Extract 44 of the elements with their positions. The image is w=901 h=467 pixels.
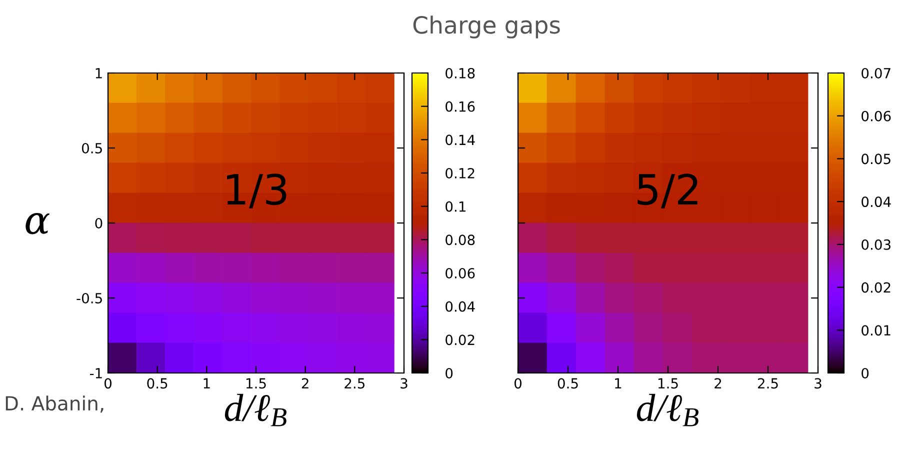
x-axis-title: d/ℓ$_{B}$ [224, 394, 287, 426]
x-tick-label: 2 [302, 378, 308, 388]
color-bar-label: 0.18 [446, 68, 475, 78]
annotation: 5/2 [638, 174, 698, 208]
color-bar-label: 0.06 [862, 110, 891, 122]
color-bar-label: 0 [862, 368, 869, 378]
x-tick-label: 1 [204, 378, 210, 388]
x-axis-title: d/ℓ$_{B}$ [636, 394, 699, 426]
color-bar-label: 0.08 [446, 234, 475, 246]
y-tick-label: -1 [90, 368, 102, 378]
color-bar-label: 0.05 [862, 154, 890, 164]
x-tick-label: 0.5 [558, 378, 578, 389]
color-bar-label: 0.1 [446, 201, 466, 212]
text: D. Abanin, [6, 396, 104, 413]
x-tick-label: 2.5 [758, 378, 778, 389]
color-bar-label: 0 [446, 368, 453, 378]
x-tick-label: 3 [400, 378, 408, 389]
color-bar-label: 0.14 [446, 134, 475, 146]
color-bar-label: 0.04 [446, 301, 475, 312]
color-bar-label: 0.01 [862, 325, 890, 336]
x-tick-label: 1 [615, 378, 622, 388]
color-bar-label: 0.07 [862, 68, 890, 78]
color-bar-label: 0.04 [862, 196, 891, 208]
color-bar-label: 0.06 [446, 268, 475, 278]
x-tick-label: 0 [104, 378, 112, 389]
x-tick-label: 0.5 [147, 378, 168, 389]
annotation: 1/3 [227, 174, 286, 208]
y-tick-label: -0.5 [76, 292, 102, 304]
color-bar-label: 0.12 [446, 168, 474, 178]
y-tick-label: 0.5 [82, 142, 102, 154]
color-bar-label: 0.03 [862, 239, 890, 250]
color-bar-label: 0.02 [862, 282, 890, 293]
x-tick-label: 3 [814, 378, 822, 389]
x-tick-label: 2.5 [344, 378, 364, 389]
x-tick-label: 2 [714, 378, 722, 388]
y-tick-label: 0 [95, 218, 102, 228]
y-tick-label: 1 [96, 68, 102, 78]
x-tick-label: 1.5 [246, 378, 266, 389]
x-tick-label: 1.5 [658, 378, 678, 389]
color-bar-label: 0.16 [446, 101, 475, 112]
x-tick-label: 0 [514, 378, 522, 389]
color-bar-label: 0.02 [446, 334, 474, 346]
y-axis-title: α [26, 213, 50, 234]
text: Charge gaps [413, 16, 560, 38]
